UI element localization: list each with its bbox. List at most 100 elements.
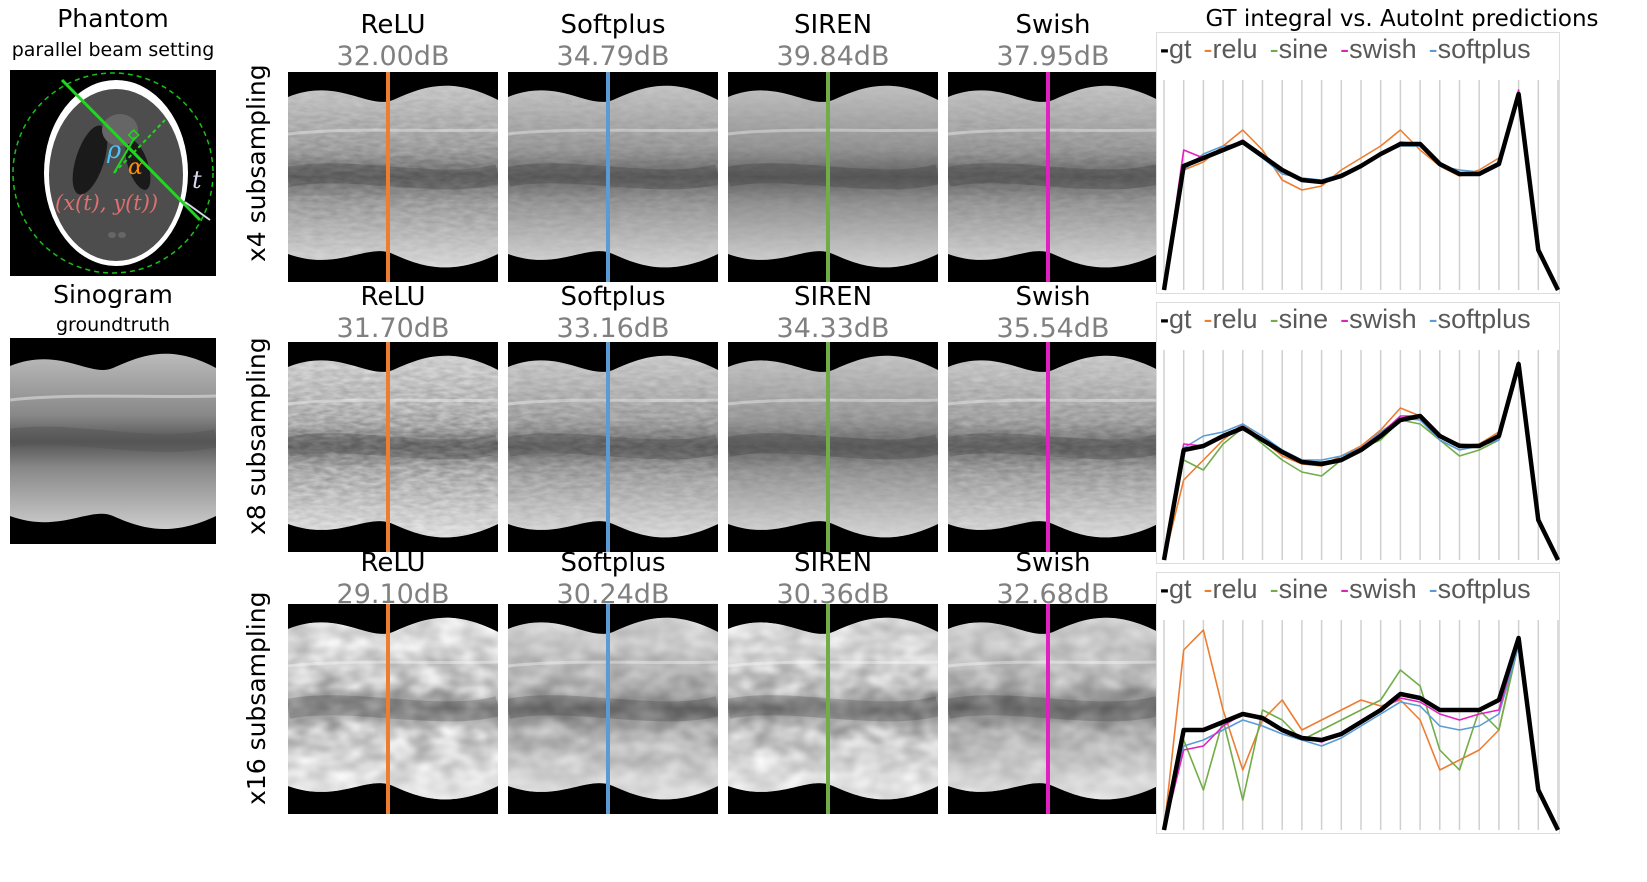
t-label: t (192, 166, 202, 194)
legend-label: softplus (1437, 304, 1531, 334)
legend-label: sine (1278, 574, 1329, 604)
method-title: SIREN (793, 282, 873, 312)
legend-label: gt (1169, 34, 1192, 64)
legend-swatch: - (1203, 574, 1213, 604)
plot-legend: -gt -relu -sine -swish -softplus (1160, 34, 1543, 65)
legend-item-swish: -swish (1340, 34, 1423, 64)
legend-label: gt (1169, 304, 1192, 334)
legend-item-gt: -gt (1160, 34, 1198, 64)
row-label-x4: x4 subsampling (242, 64, 271, 262)
legend-swatch: - (1340, 34, 1350, 64)
method-title: Softplus (560, 282, 666, 312)
legend-item-sine: -sine (1270, 304, 1335, 334)
legend-item-relu: -relu (1204, 304, 1264, 334)
legend-item-gt: -gt (1160, 574, 1198, 604)
sinogram-reconstruction (508, 342, 718, 552)
phantom-title: Phantom (57, 4, 169, 33)
sinogram-title: Sinogram (53, 280, 173, 309)
legend-item-gt: -gt (1160, 304, 1198, 334)
legend-label: sine (1278, 34, 1329, 64)
series-line-gt (1161, 635, 1560, 831)
legend-label: swish (1349, 574, 1417, 604)
legend-item-relu: -relu (1204, 574, 1264, 604)
legend-label: swish (1349, 304, 1417, 334)
sinogram-reconstruction (948, 72, 1158, 282)
series-line-sine (1163, 643, 1559, 831)
psnr-label: 35.54dB (996, 313, 1110, 344)
legend-label: relu (1212, 574, 1258, 604)
sinogram-subtitle: groundtruth (55, 314, 171, 336)
integral-plot: -gt -relu -sine -swish -softplus (1156, 572, 1560, 834)
phantom-subtitle: parallel beam setting (11, 39, 215, 61)
psnr-label: 34.79dB (556, 41, 670, 72)
legend-label: relu (1212, 304, 1258, 334)
legend-label: relu (1212, 34, 1258, 64)
legend-item-softplus: -softplus (1429, 34, 1537, 64)
legend-item-swish: -swish (1340, 304, 1423, 334)
method-title: Softplus (560, 10, 666, 40)
legend-label: softplus (1437, 34, 1531, 64)
sinogram-reconstruction (288, 604, 498, 814)
plots-title: GT integral vs. AutoInt predictions (1205, 6, 1599, 32)
method-title: SIREN (793, 548, 873, 578)
psnr-label: 39.84dB (776, 41, 890, 72)
method-title: ReLU (360, 548, 426, 578)
legend-item-sine: -sine (1270, 34, 1335, 64)
legend-label: gt (1169, 574, 1192, 604)
rho-label: ρ (106, 136, 121, 164)
sinogram-reconstruction (508, 72, 718, 282)
row-label-x16: x16 subsampling (242, 591, 271, 805)
method-title: Swish (1015, 282, 1091, 312)
psnr-label: 34.33dB (776, 313, 890, 344)
legend-swatch: - (1203, 304, 1213, 334)
sinogram-reconstruction (728, 72, 938, 282)
legend-label: sine (1278, 304, 1329, 334)
method-title: ReLU (360, 282, 426, 312)
plot-legend: -gt -relu -sine -swish -softplus (1160, 574, 1543, 605)
sinogram-groundtruth-image (10, 338, 216, 544)
legend-item-swish: -swish (1340, 574, 1423, 604)
legend-swatch: - (1428, 304, 1438, 334)
legend-swatch: - (1428, 34, 1438, 64)
legend-item-relu: -relu (1204, 34, 1264, 64)
sinogram-reconstruction (948, 604, 1158, 814)
xy-label: (x(t), y(t)) (55, 191, 158, 215)
method-title: Swish (1015, 10, 1091, 40)
legend-swatch: - (1160, 304, 1169, 334)
row-label-x8: x8 subsampling (242, 337, 271, 535)
legend-swatch: - (1269, 304, 1279, 334)
legend-swatch: - (1160, 574, 1169, 604)
legend-swatch: - (1340, 574, 1350, 604)
sinogram-reconstruction (288, 342, 498, 552)
series-line-gt (1161, 361, 1560, 561)
alpha-label: α (128, 155, 143, 180)
method-title: ReLU (360, 10, 426, 40)
series-line-softplus (1163, 645, 1559, 831)
integral-plot: -gt -relu -sine -swish -softplus (1156, 302, 1560, 564)
series-line-relu (1163, 99, 1559, 291)
legend-swatch: - (1203, 34, 1213, 64)
legend-swatch: - (1269, 34, 1279, 64)
series-line-relu (1163, 629, 1559, 831)
sinogram-reconstruction (288, 72, 498, 282)
series-line-gt (1161, 91, 1560, 291)
legend-label: softplus (1437, 574, 1531, 604)
legend-item-softplus: -softplus (1429, 304, 1537, 334)
legend-swatch: - (1340, 304, 1350, 334)
integral-plot: -gt -relu -sine -swish -softplus (1156, 32, 1560, 294)
plot-legend: -gt -relu -sine -swish -softplus (1160, 304, 1543, 335)
sinogram-reconstruction (508, 604, 718, 814)
method-title: Softplus (560, 548, 666, 578)
legend-item-softplus: -softplus (1429, 574, 1537, 604)
method-title: Swish (1015, 548, 1091, 578)
legend-label: swish (1349, 34, 1417, 64)
sinogram-reconstruction (948, 342, 1158, 552)
psnr-label: 31.70dB (336, 313, 450, 344)
legend-item-sine: -sine (1270, 574, 1335, 604)
legend-swatch: - (1269, 574, 1279, 604)
sinogram-reconstruction (728, 604, 938, 814)
sinogram-reconstruction (728, 342, 938, 552)
phantom-image: ρ α t (x(t), y(t)) (10, 70, 216, 276)
psnr-label: 32.00dB (336, 41, 450, 72)
legend-swatch: - (1428, 574, 1438, 604)
